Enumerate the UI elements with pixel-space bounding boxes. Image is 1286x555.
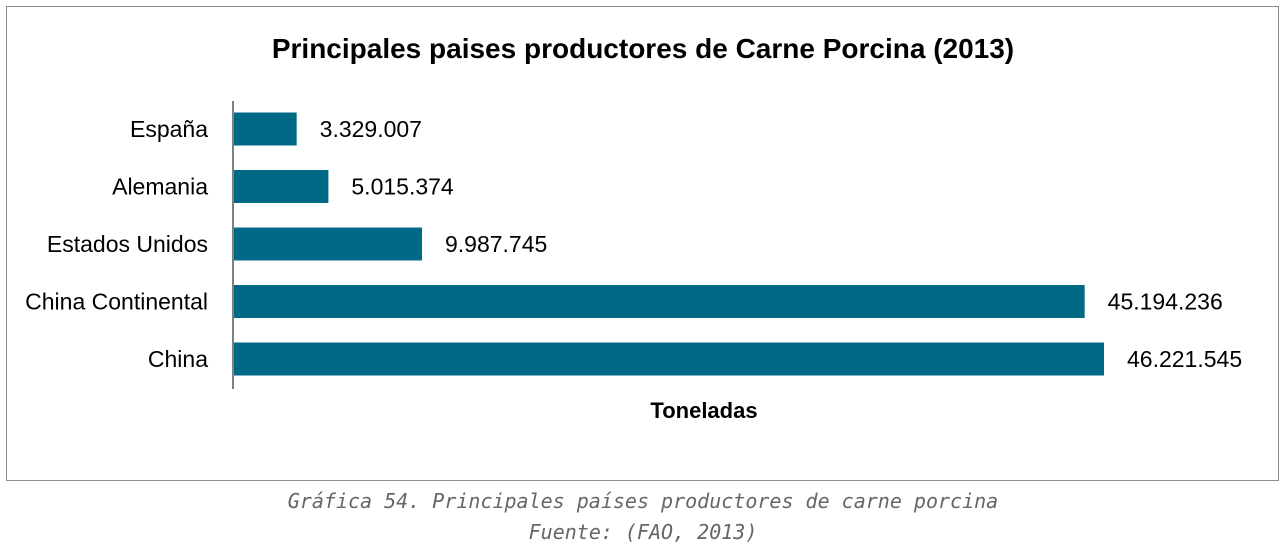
data-label: 9.987.745 bbox=[445, 231, 547, 257]
x-axis-title: Toneladas bbox=[650, 398, 757, 423]
bar-0 bbox=[234, 112, 297, 146]
bar-chart: Principales paises productores de Carne … bbox=[25, 33, 1242, 423]
category-label: China Continental bbox=[25, 289, 208, 315]
data-label: 5.015.374 bbox=[351, 174, 454, 200]
chart-title: Principales paises productores de Carne … bbox=[272, 33, 1014, 64]
figure-caption: Gráfica 54. Principales países productor… bbox=[287, 489, 999, 513]
chart-frame bbox=[6, 6, 1279, 481]
category-label: España bbox=[130, 116, 208, 142]
bar-1 bbox=[234, 170, 329, 203]
bar-2 bbox=[234, 227, 422, 261]
category-label: Alemania bbox=[112, 174, 208, 200]
bar-4 bbox=[234, 342, 1104, 376]
figure-source: Fuente: (FAO, 2013) bbox=[528, 520, 758, 544]
category-label: Estados Unidos bbox=[47, 231, 208, 257]
data-label: 3.329.007 bbox=[320, 116, 422, 142]
category-label: China bbox=[148, 346, 208, 372]
data-label: 46.221.545 bbox=[1127, 346, 1242, 372]
bars-layer: España 3.329.007 Alemania 5.015.374 Estados … bbox=[25, 112, 1242, 376]
bar-3 bbox=[234, 285, 1085, 318]
data-label: 45.194.236 bbox=[1108, 289, 1223, 315]
